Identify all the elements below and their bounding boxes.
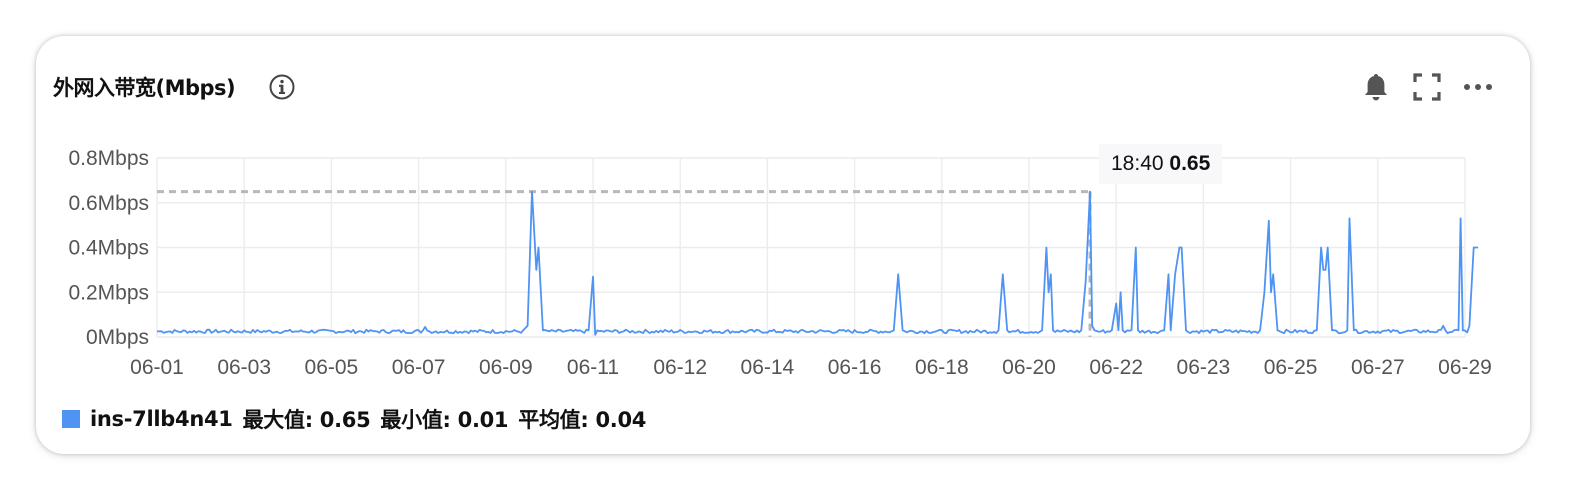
x-tick-label: 06-11 [567, 356, 619, 379]
x-tick-label: 06-25 [1264, 356, 1318, 379]
x-tick-label: 06-29 [1438, 356, 1492, 379]
legend-series-name[interactable]: ins-7llb4n41 [90, 407, 233, 431]
x-tick-label: 06-22 [1089, 356, 1143, 379]
panel-title: 外网入带宽(Mbps) [53, 76, 236, 100]
y-tick-label: 0Mbps [86, 326, 149, 349]
chart-tooltip: 18:40 0.65 [1099, 144, 1223, 184]
x-tick-label: 06-05 [305, 356, 359, 379]
y-tick-label: 0.4Mbps [68, 237, 149, 260]
x-tick-label: 06-23 [1177, 356, 1231, 379]
reference-lines [157, 190, 1092, 337]
x-tick-label: 06-12 [653, 356, 707, 379]
fullscreen-icon[interactable] [1410, 70, 1444, 104]
x-tick-label: 06-20 [1002, 356, 1056, 379]
info-icon[interactable] [268, 73, 296, 101]
tooltip-value: 0.65 [1169, 152, 1211, 175]
more-icon[interactable] [1461, 70, 1495, 104]
x-tick-label: 06-27 [1351, 356, 1405, 379]
bell-icon[interactable] [1359, 70, 1393, 104]
x-axis: 06-01 06-03 06-05 06-07 06-09 06-11 06-12 06-14… [130, 356, 1492, 379]
x-tick-label: 06-09 [479, 356, 533, 379]
x-tick-label: 06-16 [828, 356, 882, 379]
bandwidth-panel: 外网入带宽(Mbps) 0Mbps 0.2Mbps 0.4Mbps 0.6Mbps 0.… [36, 36, 1530, 454]
legend-max: 最大值: 0.65 [242, 408, 371, 432]
series [157, 190, 1479, 336]
chart-legend: ins-7llb4n41 最大值: 0.65 最小值: 0.01 平均值: 0.… [62, 404, 656, 434]
x-tick-label: 06-07 [392, 356, 446, 379]
y-tick-label: 0.8Mbps [68, 147, 149, 170]
legend-min: 最小值: 0.01 [380, 408, 509, 432]
legend-avg: 平均值: 0.04 [518, 408, 647, 432]
series-line-ins-7llb4n41 [157, 190, 1479, 336]
x-tick-label: 06-03 [217, 356, 271, 379]
grid [156, 157, 1466, 338]
x-tick-label: 06-01 [130, 356, 184, 379]
x-tick-label: 06-18 [915, 356, 969, 379]
x-tick-label: 06-14 [741, 356, 795, 379]
tooltip-time: 18:40 [1111, 152, 1164, 175]
legend-swatch[interactable] [62, 410, 80, 428]
y-tick-label: 0.6Mbps [68, 192, 149, 215]
y-axis: 0Mbps 0.2Mbps 0.4Mbps 0.6Mbps 0.8Mbps [68, 147, 149, 349]
y-tick-label: 0.2Mbps [68, 281, 149, 304]
